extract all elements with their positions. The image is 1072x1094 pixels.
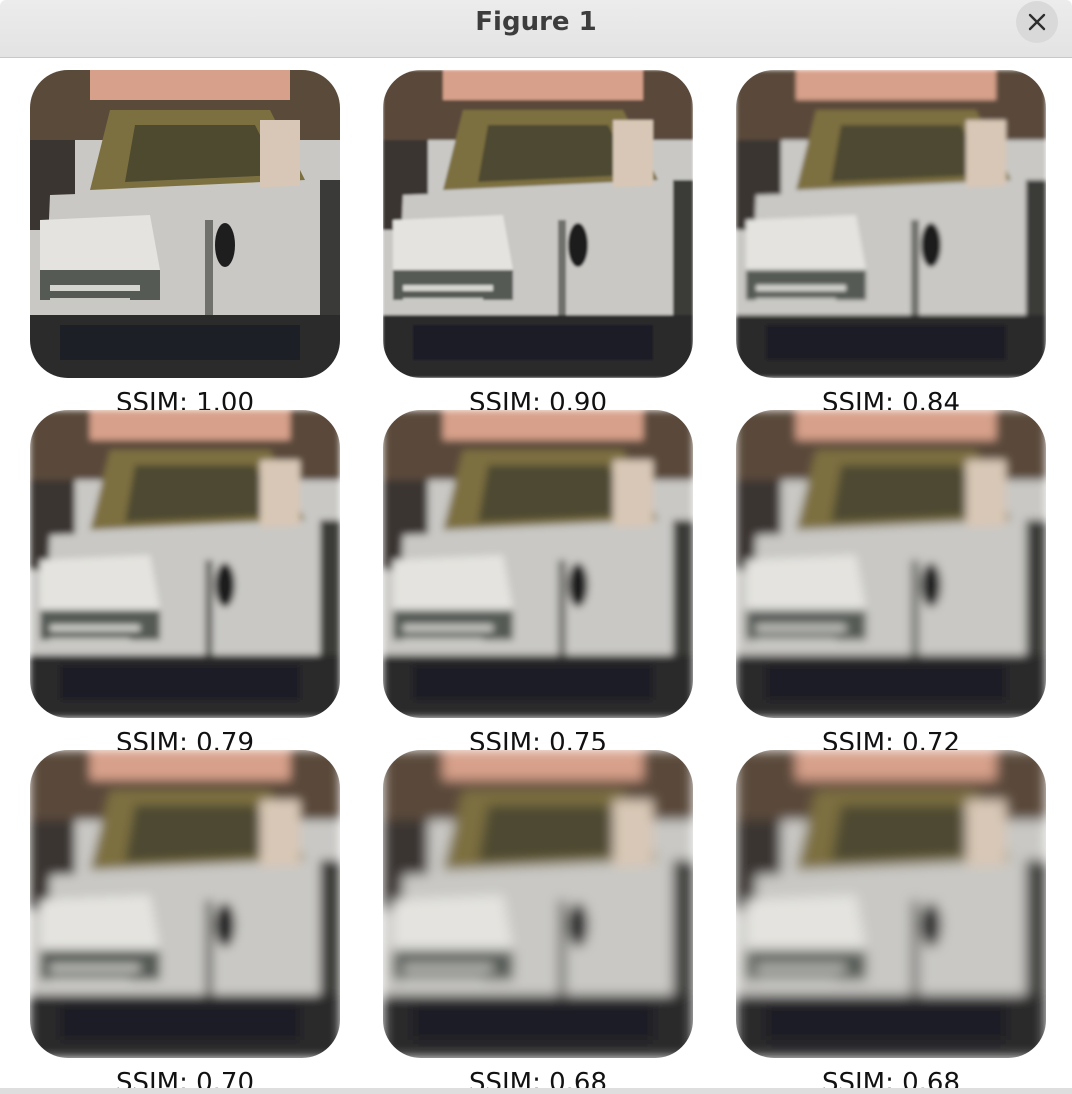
car-image	[736, 70, 1046, 378]
panel-thumbnail	[736, 750, 1046, 1058]
window-title: Figure 1	[475, 7, 597, 37]
panel-thumbnail	[30, 750, 340, 1058]
panel-thumbnail	[383, 750, 693, 1058]
car-image	[30, 70, 340, 378]
window-bottom-edge	[0, 1088, 1072, 1094]
title-bar[interactable]: Figure 1	[0, 0, 1072, 58]
panel-thumbnail	[736, 410, 1046, 718]
panel-thumbnail	[736, 70, 1046, 378]
close-icon	[1028, 13, 1046, 31]
panel-thumbnail	[30, 70, 340, 378]
close-button[interactable]	[1016, 1, 1058, 43]
car-image	[30, 750, 340, 1058]
car-image	[383, 410, 693, 718]
panel-thumbnail	[30, 410, 340, 718]
car-image	[30, 410, 340, 718]
figure-canvas: SSIM: 1.00 SSIM: 0.90 SSIM: 0.84 SSIM: 0.79…	[3, 59, 1069, 1094]
car-image	[736, 410, 1046, 718]
car-image	[383, 750, 693, 1058]
panel-thumbnail	[383, 410, 693, 718]
panel-thumbnail	[383, 70, 693, 378]
car-image	[736, 750, 1046, 1058]
car-image	[383, 70, 693, 378]
